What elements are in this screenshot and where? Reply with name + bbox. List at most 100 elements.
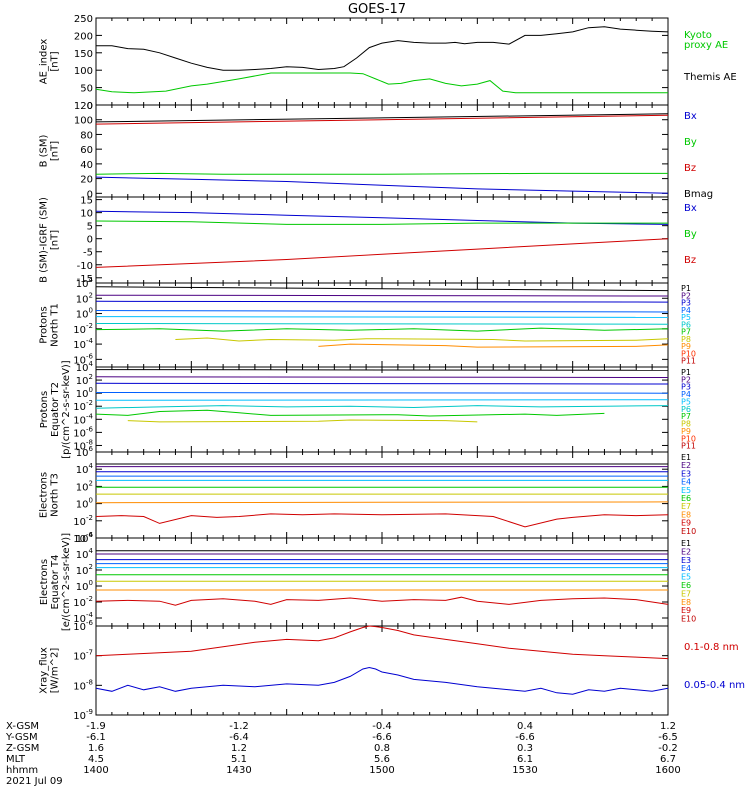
channel-label: P11 <box>681 442 696 451</box>
y-tick-label: 10-2 <box>73 514 93 528</box>
y-tick-label: 102 <box>76 563 93 577</box>
channel-label: E6 <box>681 494 691 503</box>
y-tick-label: 10-2 <box>73 595 93 609</box>
channel-label: P8 <box>681 335 691 344</box>
channel-label: E3 <box>681 556 691 565</box>
series-line-p7 <box>95 327 669 332</box>
channel-label: E6 <box>681 581 691 590</box>
series-line-themis-ae <box>96 26 669 71</box>
ephemeris-row-label: Z-GSM <box>6 743 39 754</box>
channel-label: P9 <box>681 427 691 436</box>
series-line-e9 <box>95 596 669 606</box>
ephemeris-row-label: MLT <box>6 754 26 765</box>
y-tick-label: 0 <box>87 235 93 246</box>
series-line-p5 <box>95 399 669 401</box>
ephemeris-row-label: Y-GSM <box>5 732 38 743</box>
legend-label: Themis AE <box>683 72 737 83</box>
y-axis-label: [nT] <box>50 230 61 250</box>
y-tick-label: 100 <box>74 116 93 127</box>
series-line-by <box>95 172 668 175</box>
y-axis-label: Electrons <box>39 559 50 605</box>
y-axis-label: [nT] <box>50 141 61 161</box>
y-tick-label: 5 <box>87 222 93 233</box>
panel-frame <box>95 17 669 106</box>
channel-label: P7 <box>681 412 691 421</box>
channel-label: E5 <box>681 486 691 495</box>
y-tick-label: 20 <box>80 175 93 186</box>
y-tick-label: -10 <box>77 261 93 272</box>
y-axis-label: [p/(cm^2-s-sr-keV)] <box>61 360 72 459</box>
y-tick-label: 40 <box>80 160 93 171</box>
series-line-bx <box>95 210 669 225</box>
ephemeris-value: 1.6 <box>88 743 104 754</box>
y-axis-label: Electrons <box>39 472 50 518</box>
channel-label: E8 <box>681 598 691 607</box>
ephemeris-value: 1.2 <box>231 743 247 754</box>
series-line-p7 <box>95 409 605 417</box>
y-tick-label: 102 <box>76 479 93 493</box>
ephemeris-value: 1600 <box>655 765 680 776</box>
ephemeris-value: -6.1 <box>86 732 106 743</box>
channel-label: P2 <box>681 375 691 384</box>
ephemeris-value: -6.5 <box>658 732 678 743</box>
channel-label: E1 <box>681 453 691 462</box>
y-tick-label: 200 <box>74 31 93 42</box>
y-axis-label: [e/(cm^2-s-sr-keV)] <box>61 533 72 631</box>
series-line-p6 <box>95 323 669 325</box>
y-axis-label: [W/m^2] <box>50 648 61 694</box>
channel-label: P1 <box>681 284 691 293</box>
ephemeris-value: 0.8 <box>374 743 390 754</box>
panel-frame <box>95 196 669 284</box>
y-tick-label: 104 <box>76 276 94 290</box>
y-tick-label: 0 <box>87 101 93 112</box>
y-tick-label: 102 <box>76 373 93 387</box>
y-axis-label: [nT] <box>50 51 61 71</box>
y-tick-label: 10 <box>80 209 93 220</box>
y-tick-label: 10-2 <box>73 399 93 413</box>
ephemeris-value: -1.9 <box>86 721 106 732</box>
y-tick-label: 104 <box>76 360 94 374</box>
y-tick-label: -5 <box>83 248 93 259</box>
ephemeris-value: 1430 <box>226 765 251 776</box>
legend-label: Bx <box>684 203 697 214</box>
date-label: 2021 Jul 09 <box>6 776 63 787</box>
y-tick-label: 100 <box>76 386 93 400</box>
series-line-bmag <box>95 113 669 123</box>
channel-label: E9 <box>681 606 691 615</box>
channel-label: E4 <box>681 564 691 573</box>
y-axis-label: Equator T2 <box>50 382 61 437</box>
legend-label: Bmag <box>684 189 713 200</box>
y-tick-label: 10-9 <box>73 708 93 722</box>
ephemeris-value: -0.2 <box>658 743 678 754</box>
series-line-bz <box>95 238 669 268</box>
y-tick-label: 10-4 <box>73 412 93 426</box>
ephemeris-value: 1500 <box>369 765 394 776</box>
series-line-p1 <box>95 286 669 292</box>
panel-frame <box>95 366 669 453</box>
ephemeris-row-label: hhmm <box>6 765 38 776</box>
series-line-0-05-0-4-nm <box>95 666 669 695</box>
channel-label: P8 <box>681 420 691 429</box>
y-tick-label: 60 <box>80 145 93 156</box>
ephemeris-value: 5.6 <box>374 754 390 765</box>
channel-label: P3 <box>681 383 691 392</box>
channel-label: P7 <box>681 328 691 337</box>
series-line-p9 <box>318 343 669 348</box>
y-tick-label: 100 <box>76 307 93 321</box>
series-line-kyoto-proxy-ae <box>95 72 668 94</box>
panel-8: 10-9 10-8 10-7 10-6 Xray_flux [W/m^2] 0.1-0.8 … <box>39 619 746 722</box>
y-axis-label: Protons <box>39 306 50 343</box>
y-axis-label: North T3 <box>50 473 61 517</box>
y-axis-label: B (SM)-IGRF (SM) <box>39 197 50 283</box>
series-line-p8 <box>127 419 478 423</box>
series-line-p2 <box>95 294 669 297</box>
series-line-p4 <box>95 310 669 313</box>
channel-label: E3 <box>681 469 691 478</box>
channel-label: P4 <box>681 390 691 399</box>
